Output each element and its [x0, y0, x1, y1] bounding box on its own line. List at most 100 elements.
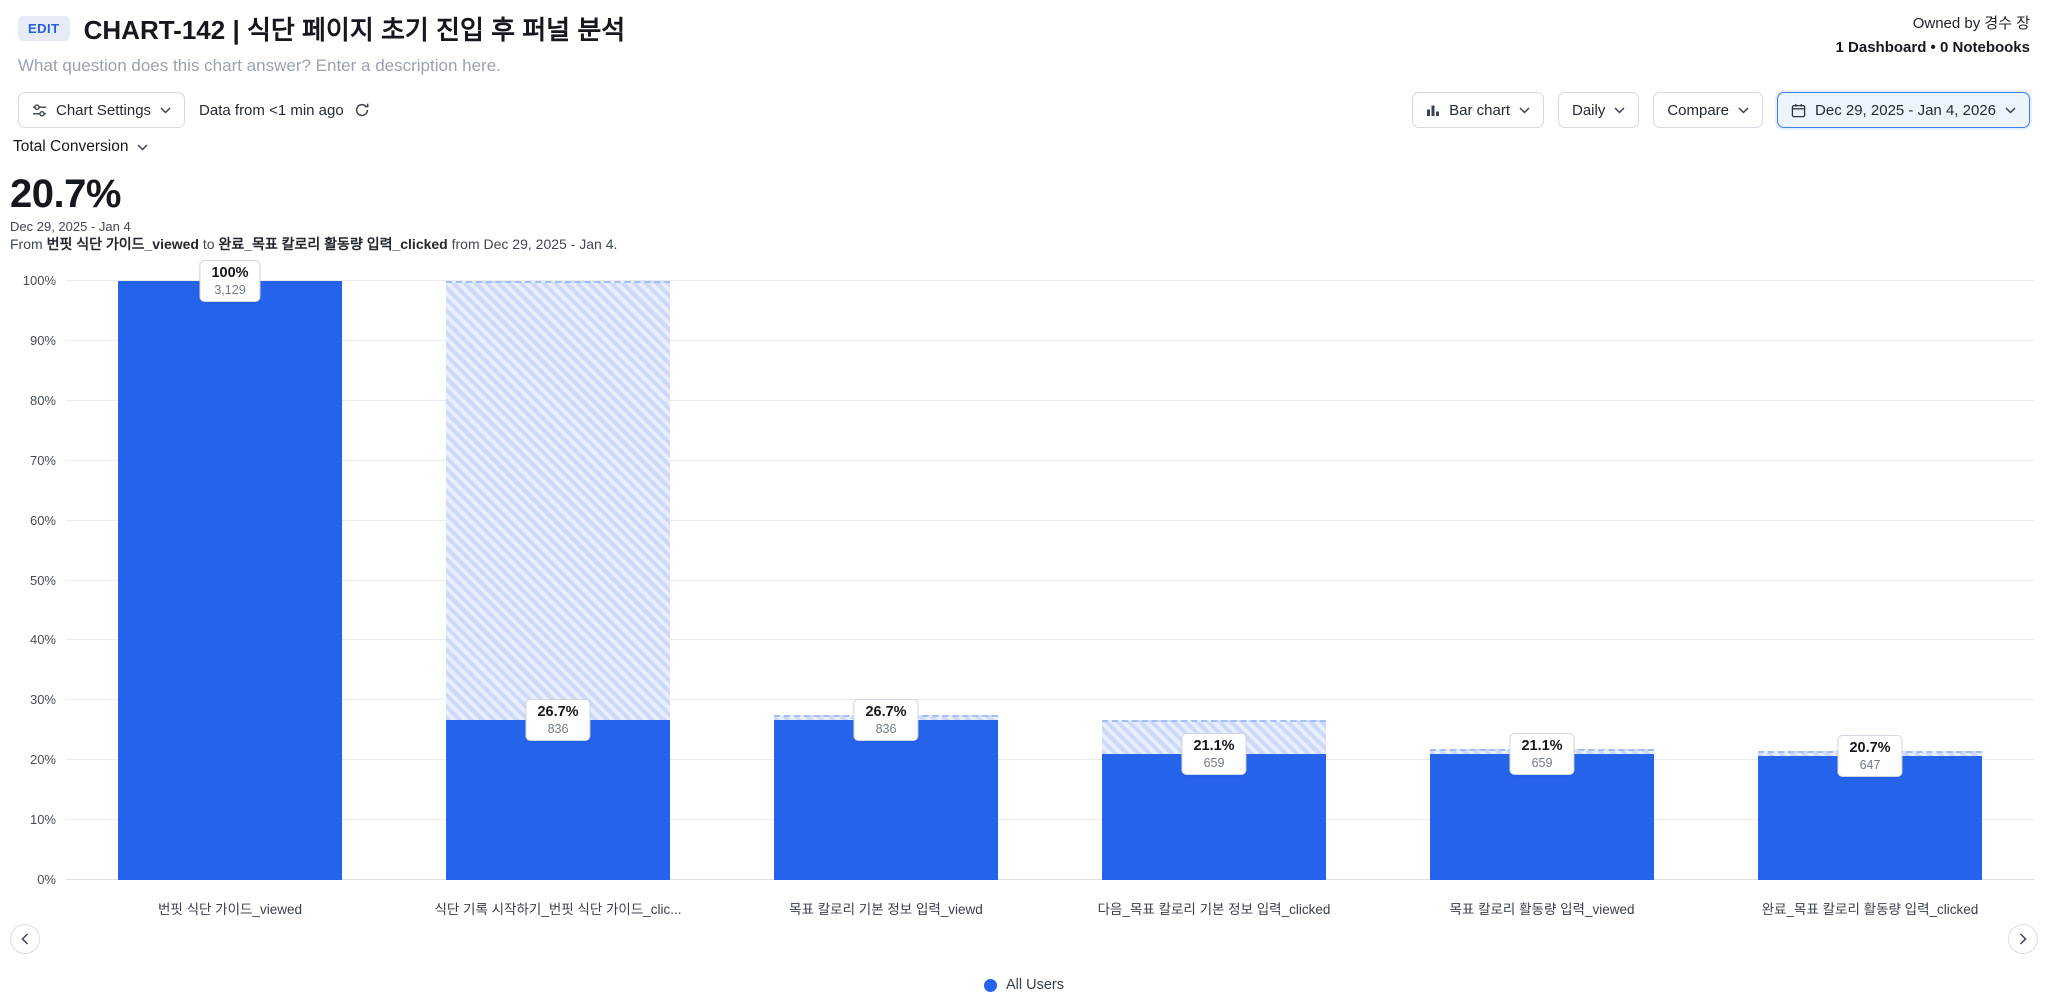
sliders-icon: [32, 103, 47, 118]
chart-type-button[interactable]: Bar chart: [1412, 92, 1544, 128]
toolbar: Chart Settings Data from <1 min ago Bar …: [18, 92, 2030, 128]
chevron-down-icon: [1519, 106, 1530, 114]
chevron-left-icon: [21, 933, 29, 945]
funnel-step: 21.1% 659: [1050, 281, 1378, 880]
header-left: EDIT CHART-142 | 식단 페이지 초기 진입 후 퍼널 분석 Wh…: [18, 10, 625, 76]
measure-selector[interactable]: Total Conversion: [13, 138, 148, 156]
bar-count-label: 836: [547, 722, 569, 737]
gridline: [66, 339, 2034, 341]
bar-chart-icon: [1426, 103, 1440, 117]
funnel-bar[interactable]: [118, 281, 342, 880]
gridline: [66, 459, 2034, 461]
bar-value-label: 26.7% 836: [525, 699, 591, 742]
compare-button[interactable]: Compare: [1653, 92, 1764, 128]
description-placeholder[interactable]: What question does this chart answer? En…: [18, 56, 501, 75]
gridline: [66, 280, 2034, 281]
summary-mid: to: [202, 236, 215, 252]
summary-to-event: 완료_목표 칼로리 활동량 입력_clicked: [218, 236, 448, 252]
gridline: [66, 399, 2034, 401]
legend-label: All Users: [1005, 977, 1064, 993]
y-axis-tick: 40%: [29, 632, 56, 648]
bar-value-label: 21.1% 659: [1509, 732, 1575, 775]
x-axis-label: 목표 칼로리 활동량 입력_viewed: [1449, 902, 1635, 917]
gridline: [66, 639, 2034, 641]
funnel-bar[interactable]: [1430, 753, 1654, 880]
x-axis-labels: 번핏 식단 가이드_viewed 식단 기록 시작하기_번핏 식단 가이드_cli…: [66, 898, 2034, 918]
toolbar-left: Chart Settings Data from <1 min ago: [18, 92, 370, 128]
chevron-right-icon: [2019, 933, 2027, 945]
x-axis-label: 다음_목표 칼로리 기본 정보 입력_clicked: [1097, 902, 1331, 917]
bar-value-label: 21.1% 659: [1181, 732, 1247, 775]
chevron-down-icon: [160, 106, 171, 114]
measure-row: Total Conversion: [13, 138, 148, 156]
funnel-bar[interactable]: [774, 720, 998, 880]
bar-percent-label: 21.1%: [1193, 737, 1235, 754]
funnel-step: 26.7% 836: [722, 281, 1050, 880]
bars-layer: 100% 3,129 26.7% 836 26.7% 836 21.1% 659 21.1% 65…: [66, 260, 2034, 880]
summary-suffix: from Dec 29, 2025 - Jan 4.: [451, 236, 618, 252]
bar-count-label: 3,129: [214, 283, 246, 297]
funnel-step: 100% 3,129: [66, 260, 394, 880]
funnel-bar[interactable]: [1102, 753, 1326, 880]
bar-count-label: 647: [1859, 758, 1881, 773]
funnel-chart: 0% 10% 20% 30% 40% 50% 60% 70% 80% 90% 100% 100% 3,1…: [14, 260, 2034, 918]
chevron-down-icon: [137, 143, 148, 151]
x-axis-label: 완료_목표 칼로리 활동량 입력_clicked: [1761, 902, 1979, 917]
refresh-icon[interactable]: [354, 102, 370, 118]
bar-percent-label: 26.7%: [537, 704, 579, 721]
compare-label: Compare: [1667, 101, 1730, 119]
bar-value-label: 100% 3,129: [199, 260, 261, 302]
page-title: CHART-142 | 식단 페이지 초기 진입 후 퍼널 분석: [83, 15, 626, 45]
y-axis-tick: 80%: [29, 392, 56, 408]
page-left-button[interactable]: [10, 924, 40, 954]
y-axis-tick: 90%: [29, 332, 56, 348]
granularity-label: Daily: [1571, 101, 1606, 119]
y-axis-tick: 50%: [29, 572, 56, 588]
gridline: [66, 759, 2034, 761]
bar-count-label: 659: [1531, 755, 1553, 770]
gridline: [66, 519, 2034, 521]
bar-percent-label: 20.7%: [1849, 740, 1891, 757]
chevron-down-icon: [1614, 106, 1625, 114]
title-row: EDIT CHART-142 | 식단 페이지 초기 진입 후 퍼널 분석: [18, 10, 625, 47]
summary-prefix: From: [10, 236, 43, 252]
gridline: [66, 819, 2034, 821]
bar-percent-label: 26.7%: [865, 704, 907, 721]
funnel-step: 20.7% 647: [1706, 281, 2034, 880]
dropoff-hatch[interactable]: [446, 281, 670, 721]
bar-count-label: 659: [1203, 755, 1225, 770]
y-axis-tick: 0%: [37, 872, 56, 887]
date-range-button[interactable]: Dec 29, 2025 - Jan 4, 2026: [1777, 92, 2030, 128]
edit-badge[interactable]: EDIT: [18, 16, 70, 41]
y-axis-tick: 70%: [29, 452, 56, 468]
owned-by-label: Owned by 경수 장: [1912, 15, 2030, 32]
bar-value-label: 20.7% 647: [1837, 735, 1903, 778]
bar-percent-label: 21.1%: [1521, 737, 1563, 754]
page-right-button[interactable]: [2008, 924, 2038, 954]
chart-type-label: Bar chart: [1449, 101, 1510, 119]
usage-stats[interactable]: 1 Dashboard • 0 Notebooks: [1835, 39, 2030, 56]
calendar-icon: [1791, 103, 1806, 118]
granularity-button[interactable]: Daily: [1557, 92, 1640, 128]
y-axis-tick: 100%: [22, 273, 56, 288]
funnel-plot: 0% 10% 20% 30% 40% 50% 60% 70% 80% 90% 100% 100% 3,1…: [23, 260, 2034, 887]
measure-label: Total Conversion: [13, 138, 129, 155]
gridline: [66, 579, 2034, 581]
metric-date-range: Dec 29, 2025 - Jan 4: [10, 219, 131, 234]
funnel-bar[interactable]: [446, 720, 670, 880]
chart-settings-button[interactable]: Chart Settings: [18, 92, 186, 128]
bar-count-label: 836: [875, 722, 897, 737]
chevron-down-icon: [2005, 106, 2016, 114]
y-axis-tick: 60%: [29, 512, 56, 528]
legend-dot-icon: [983, 978, 997, 992]
date-range-label: Dec 29, 2025 - Jan 4, 2026: [1815, 101, 1996, 119]
funnel-step: 26.7% 836: [394, 281, 722, 880]
y-axis-tick: 10%: [29, 812, 56, 828]
y-axis-tick: 30%: [29, 692, 56, 708]
data-freshness-label: Data from <1 min ago: [199, 101, 344, 119]
y-axis-tick: 20%: [29, 752, 56, 768]
bar-value-label: 26.7% 836: [853, 699, 919, 742]
toolbar-right: Bar chart Daily Compare: [1412, 92, 2030, 128]
legend[interactable]: All Users: [0, 977, 2048, 993]
